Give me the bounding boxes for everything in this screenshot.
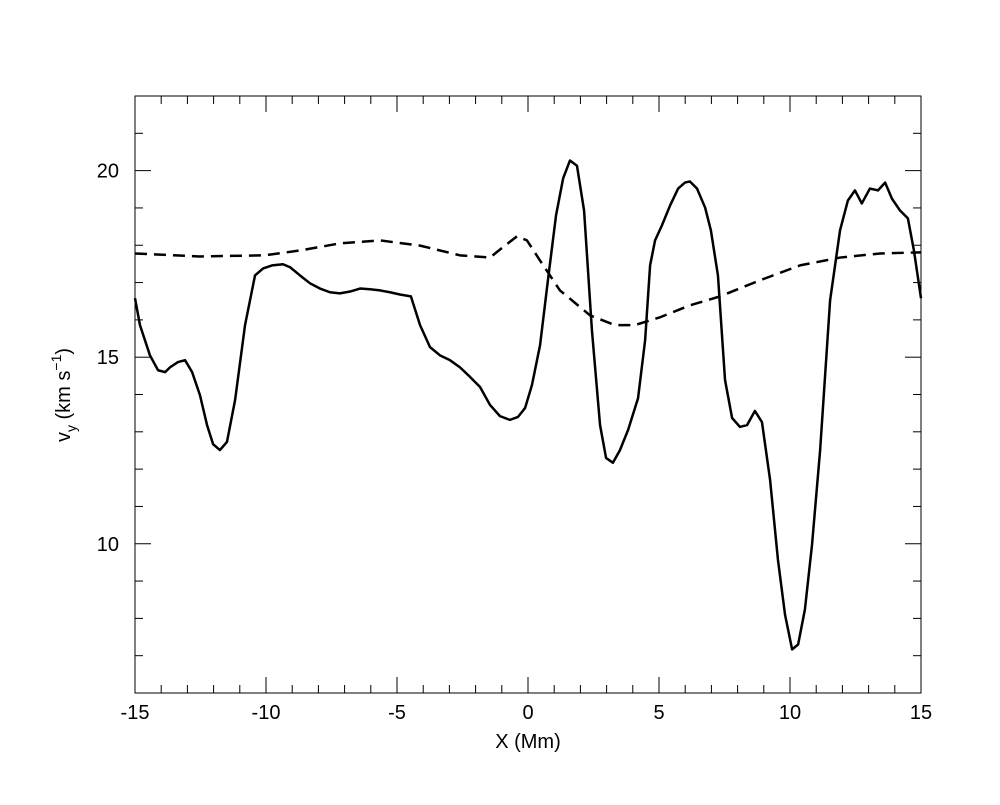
y-label-part: ) xyxy=(53,348,75,355)
x-axis-label: X (Mm) xyxy=(495,731,561,753)
series-line xyxy=(133,159,923,651)
y-label-part: y xyxy=(63,425,79,432)
x-tick-label: -5 xyxy=(388,702,406,724)
y-label-part: −1 xyxy=(48,354,64,370)
x-tick-label: -10 xyxy=(252,702,281,724)
series-line xyxy=(134,235,922,327)
x-tick-label: 15 xyxy=(910,702,932,724)
x-tick-label: 5 xyxy=(653,702,664,724)
y-label-part: (km s xyxy=(53,371,75,425)
y-axis-label: vy (km s−1) xyxy=(48,348,79,442)
y-tick-label: 10 xyxy=(97,534,119,556)
x-tick-label: -15 xyxy=(121,702,150,724)
x-tick-label: 10 xyxy=(779,702,801,724)
y-label-part: v xyxy=(53,432,75,442)
y-tick-label: 15 xyxy=(97,347,119,369)
y-tick-label: 20 xyxy=(97,161,119,183)
x-tick-label: 0 xyxy=(522,702,533,724)
